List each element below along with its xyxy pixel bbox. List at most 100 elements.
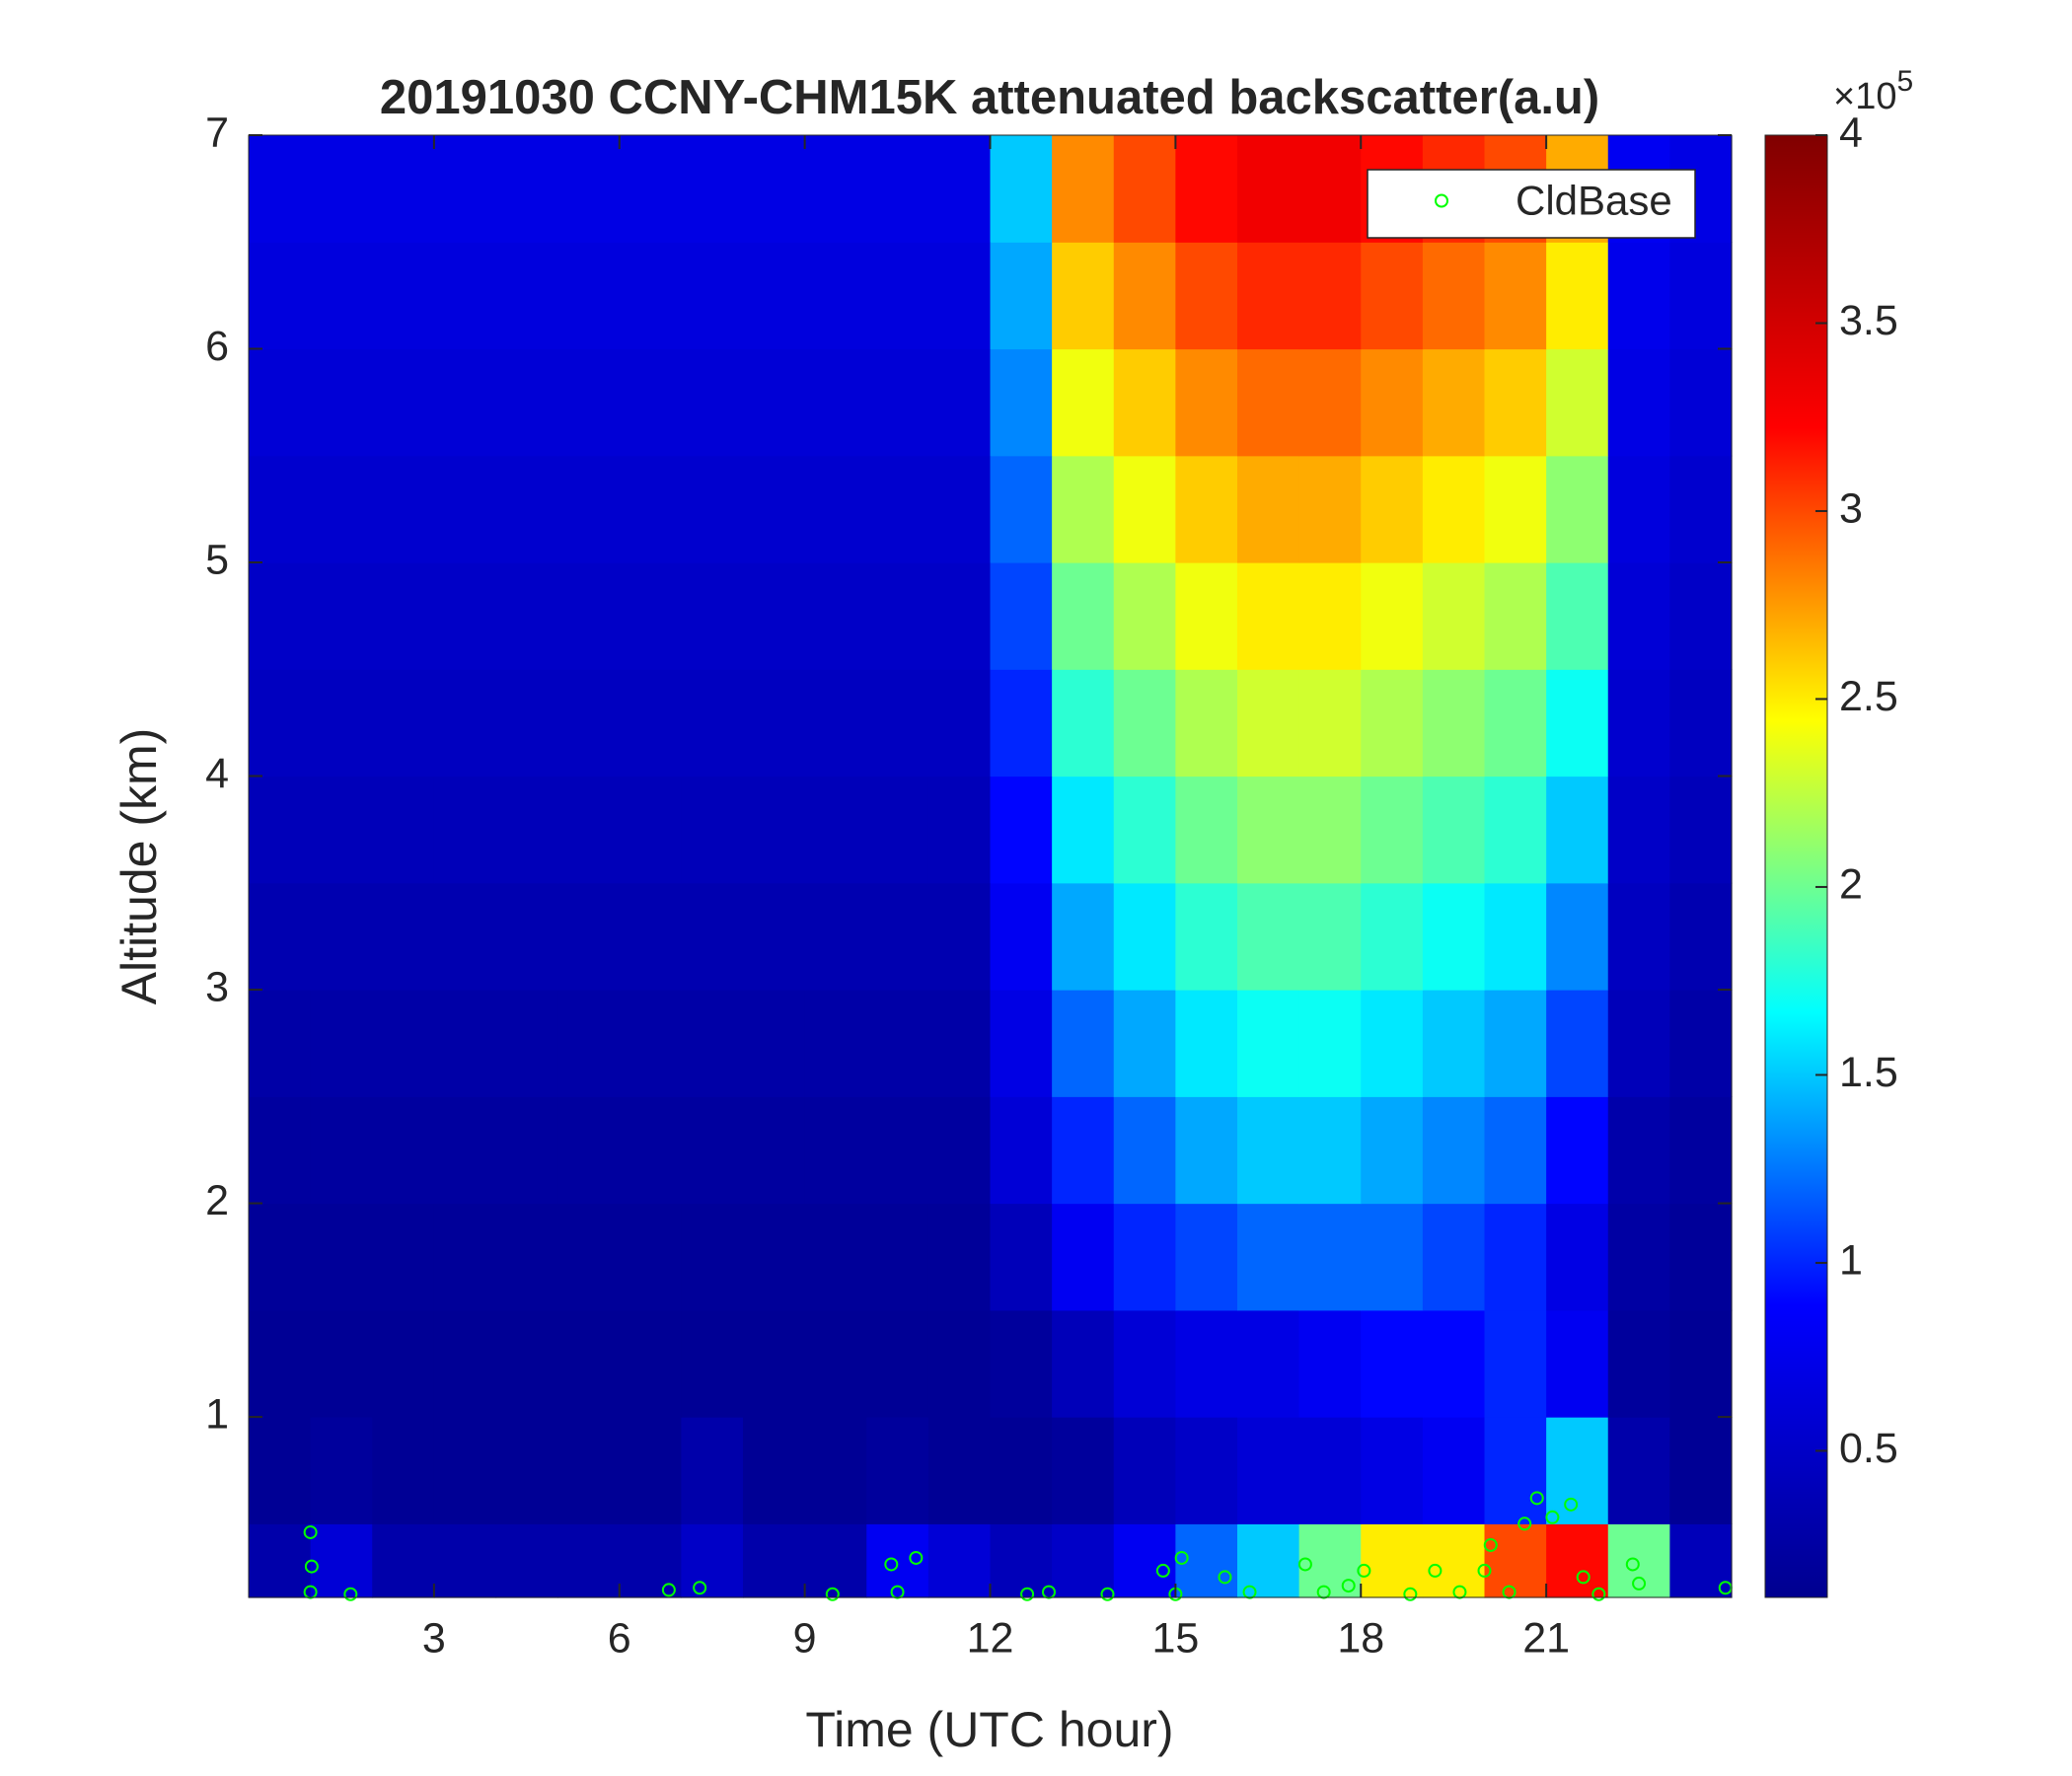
heatmap-cell: [557, 1203, 621, 1311]
cloud-base-point: [1242, 1585, 1257, 1599]
heatmap-cell: [495, 990, 558, 1097]
heatmap-cell: [1422, 562, 1486, 670]
x-tick-label: 12: [967, 1614, 1014, 1662]
heatmap-cell: [249, 882, 312, 991]
heatmap-cell: [1175, 1523, 1238, 1598]
heatmap: [249, 135, 1733, 1598]
heatmap-cell: [804, 882, 867, 991]
x-axis-label: Time (UTC hour): [805, 1702, 1173, 1757]
heatmap-cell: [619, 1096, 682, 1205]
heatmap-cell: [990, 1523, 1053, 1598]
y-axis-label: Altitude (km): [111, 728, 167, 1005]
heatmap-cell: [1052, 990, 1115, 1097]
heatmap-cell: [372, 1523, 435, 1598]
heatmap-cell: [1607, 1417, 1670, 1524]
cloud-base-point: [1477, 1563, 1492, 1578]
heatmap-cell: [1669, 1096, 1733, 1205]
x-tick-label: 18: [1337, 1614, 1384, 1662]
heatmap-cell: [681, 669, 744, 777]
heatmap-cell: [1669, 1203, 1733, 1311]
heatmap-cell: [804, 669, 867, 777]
heatmap-cell: [866, 669, 929, 777]
heatmap-cell: [681, 242, 744, 350]
heatmap-cell: [249, 1203, 312, 1311]
heatmap-cell: [927, 1523, 992, 1598]
heatmap-cell: [557, 1096, 621, 1205]
heatmap-cell: [1237, 135, 1300, 243]
cloud-base-point: [1452, 1585, 1467, 1599]
heatmap-cell: [1237, 1096, 1300, 1205]
heatmap-cell: [866, 1096, 929, 1205]
heatmap-cell: [990, 1096, 1053, 1205]
heatmap-cell: [1175, 242, 1238, 350]
heatmap-cell: [1361, 455, 1424, 563]
heatmap-cell: [1484, 882, 1547, 991]
cloud-base-point: [1155, 1563, 1170, 1578]
heatmap-cell: [927, 1309, 992, 1418]
heatmap-cell: [1361, 348, 1424, 457]
heatmap-cell: [372, 882, 435, 991]
heatmap-cell: [1422, 1096, 1486, 1205]
heatmap-cell: [1052, 1417, 1115, 1524]
heatmap-cell: [1484, 1096, 1547, 1205]
heatmap-cell: [866, 1309, 929, 1418]
heatmap-cell: [372, 990, 435, 1097]
heatmap-cell: [1546, 1096, 1609, 1205]
heatmap-cell: [1607, 669, 1670, 777]
heatmap-cell: [1113, 242, 1176, 350]
heatmap-cell: [310, 990, 373, 1097]
heatmap-cell: [310, 348, 373, 457]
heatmap-cell: [1546, 1203, 1609, 1311]
heatmap-cell: [1298, 1309, 1362, 1418]
heatmap-cell: [866, 882, 929, 991]
heatmap-cell: [1484, 990, 1547, 1097]
x-tick-label: 6: [608, 1614, 631, 1662]
colorbar-tick-label: 4: [1839, 109, 1863, 156]
heatmap-cell: [804, 135, 867, 243]
heatmap-cell: [495, 242, 558, 350]
heatmap-cell: [1546, 1309, 1609, 1418]
heatmap-cell: [495, 1417, 558, 1524]
heatmap-cell: [681, 455, 744, 563]
heatmap-cell: [681, 1309, 744, 1418]
heatmap-cell: [743, 1417, 806, 1524]
heatmap-cell: [743, 455, 806, 563]
cloud-base-point: [1483, 1537, 1498, 1552]
heatmap-cell: [1237, 882, 1300, 991]
heatmap-cell: [1669, 1523, 1733, 1598]
heatmap-cell: [310, 455, 373, 563]
heatmap-cell: [1237, 242, 1300, 350]
heatmap-cell: [1361, 1203, 1424, 1311]
heatmap-cell: [1298, 242, 1362, 350]
cloud-base-point: [1357, 1563, 1371, 1578]
heatmap-cell: [1422, 882, 1486, 991]
heatmap-cell: [372, 669, 435, 777]
cloud-base-point: [890, 1585, 905, 1599]
cloud-base-point: [1020, 1587, 1035, 1601]
cloud-base-point: [661, 1583, 676, 1597]
heatmap-cell: [1607, 1309, 1670, 1418]
cloud-base-point: [1041, 1585, 1056, 1599]
heatmap-cell: [249, 562, 312, 670]
heatmap-cell: [372, 1309, 435, 1418]
colorbar-multiplier-base: ×10: [1833, 76, 1896, 117]
heatmap-cell: [1546, 669, 1609, 777]
heatmap-cell: [927, 562, 992, 670]
heatmap-cell: [927, 1417, 992, 1524]
heatmap-cell: [1175, 882, 1238, 991]
heatmap-cell: [495, 135, 558, 243]
heatmap-cell: [1113, 1096, 1176, 1205]
heatmap-cell: [249, 669, 312, 777]
heatmap-cell: [557, 135, 621, 243]
colorbar-tick-label: 1: [1839, 1236, 1863, 1284]
heatmap-cell: [495, 1309, 558, 1418]
heatmap-cell: [866, 242, 929, 350]
heatmap-cell: [1361, 1417, 1424, 1524]
heatmap-cell: [495, 882, 558, 991]
heatmap-cell: [433, 1096, 497, 1205]
heatmap-cell: [433, 882, 497, 991]
heatmap-cell: [1113, 1417, 1176, 1524]
heatmap-cell: [619, 135, 682, 243]
heatmap-cell: [1175, 1096, 1238, 1205]
y-tick-label: 4: [205, 750, 229, 797]
